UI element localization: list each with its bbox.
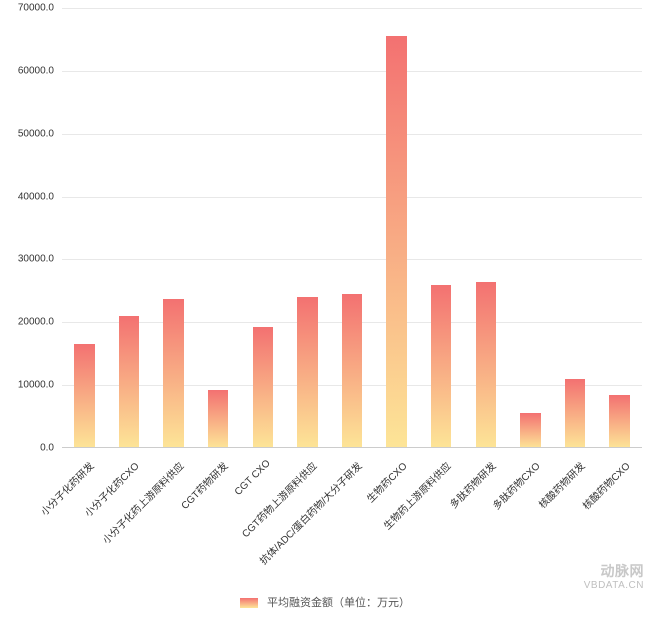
y-tick-label: 70000.0 bbox=[18, 3, 54, 14]
bar bbox=[253, 327, 274, 448]
bar bbox=[476, 282, 497, 448]
y-tick-label: 50000.0 bbox=[18, 128, 54, 139]
x-tick-label: CGT CXO bbox=[233, 458, 273, 498]
bar bbox=[208, 390, 229, 448]
legend-swatch bbox=[240, 598, 258, 608]
bar bbox=[297, 297, 318, 448]
y-axis: 0.010000.020000.030000.040000.050000.060… bbox=[0, 8, 60, 448]
y-tick-label: 40000.0 bbox=[18, 191, 54, 202]
bar bbox=[431, 285, 452, 448]
y-tick-label: 10000.0 bbox=[18, 380, 54, 391]
bar bbox=[163, 299, 184, 448]
x-tick-label: CGT药物上游原料供应 bbox=[238, 458, 320, 540]
bar bbox=[565, 379, 586, 448]
legend: 平均融资金额（单位：万元） bbox=[0, 594, 650, 610]
x-axis-line bbox=[62, 447, 642, 448]
x-tick-label: 核酸药物CXO bbox=[578, 458, 632, 512]
bar bbox=[342, 294, 363, 448]
y-tick-label: 20000.0 bbox=[18, 317, 54, 328]
bar bbox=[520, 413, 541, 448]
plot-area bbox=[62, 8, 642, 448]
y-tick-label: 0.0 bbox=[40, 443, 54, 454]
x-axis-labels: 小分子化药研发小分子化药CXO小分子化药上游原料供应CGT药物研发CGT CXO… bbox=[62, 452, 642, 572]
y-tick-label: 60000.0 bbox=[18, 65, 54, 76]
bar bbox=[119, 316, 140, 448]
legend-label: 平均融资金额（单位：万元） bbox=[267, 597, 410, 609]
watermark: 动脉网 VBDATA.CN bbox=[584, 563, 644, 592]
watermark-line1: 动脉网 bbox=[584, 563, 644, 580]
y-tick-label: 30000.0 bbox=[18, 254, 54, 265]
bar bbox=[609, 395, 630, 448]
bar bbox=[74, 344, 95, 448]
chart-container: 0.0 10000.0 20000.0 30000.0 40000.0 50000.0 60… bbox=[0, 0, 650, 618]
watermark-line2: VBDATA.CN bbox=[584, 580, 644, 592]
bars-group bbox=[62, 8, 642, 448]
x-tick-label: 小分子化药上游原料供应 bbox=[98, 458, 186, 546]
bar bbox=[386, 36, 407, 448]
